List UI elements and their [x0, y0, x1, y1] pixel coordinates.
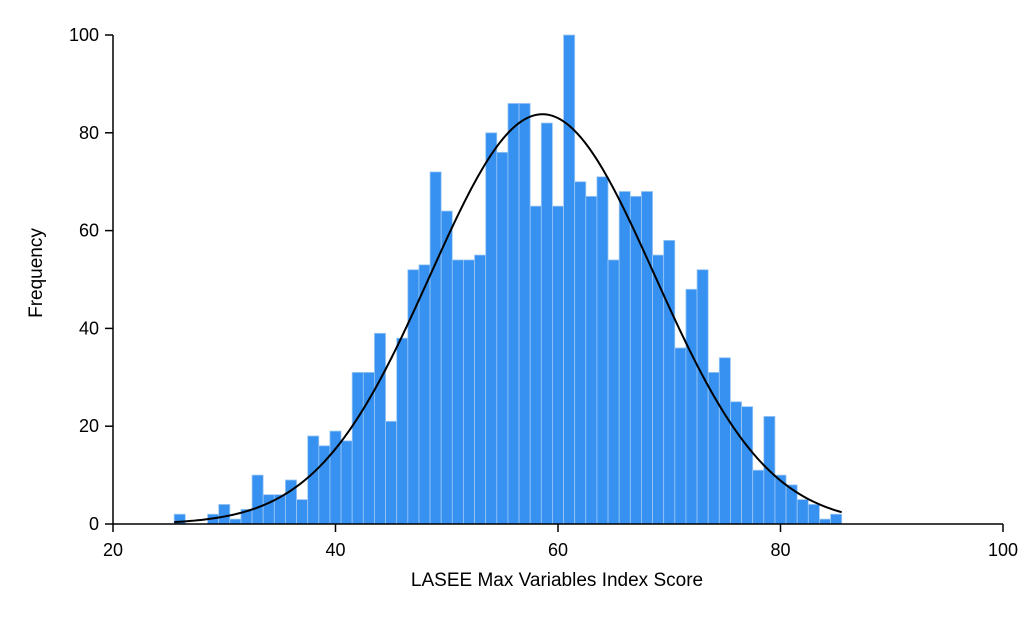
y-ticks: 0 20 40 60 80 100 — [69, 25, 113, 534]
histogram-bar — [618, 191, 631, 525]
histogram-bar — [451, 259, 464, 525]
histogram-bar — [251, 474, 264, 525]
histogram-bar — [440, 210, 453, 525]
histogram-bar — [529, 205, 542, 525]
histogram-bar — [807, 504, 820, 525]
histogram-bar — [663, 239, 676, 525]
histogram-bar — [830, 513, 843, 525]
histogram-bar — [396, 337, 409, 525]
normal-curve — [174, 113, 842, 524]
histogram-bar — [741, 406, 754, 525]
histogram-bar — [374, 332, 386, 525]
histogram-bar — [262, 494, 275, 525]
histogram-bar — [362, 372, 375, 525]
bars-group — [173, 34, 843, 525]
histogram-bar — [685, 288, 698, 525]
x-tick-label: 40 — [325, 540, 345, 560]
histogram-bar — [718, 357, 731, 525]
histogram-bar — [552, 205, 564, 525]
histogram-bar — [418, 264, 431, 525]
histogram-bar — [596, 176, 609, 525]
histogram-bar — [218, 504, 231, 525]
x-tick-label: 20 — [103, 540, 123, 560]
histogram-bar — [485, 132, 498, 525]
y-tick-label: 40 — [79, 318, 99, 338]
x-axis-title: LASEE Max Variables Index Score — [411, 570, 703, 591]
histogram-bar — [307, 435, 320, 525]
histogram-bar — [496, 151, 509, 525]
histogram-bar — [429, 171, 442, 525]
histogram-bar — [540, 122, 553, 525]
x-tick-label: 80 — [770, 540, 790, 560]
x-ticks: 20 40 60 80 100 — [103, 524, 1018, 560]
histogram-bar — [696, 269, 709, 525]
histogram-bar — [674, 347, 687, 525]
y-tick-label: 80 — [79, 123, 99, 143]
histogram-bar — [752, 469, 765, 525]
x-tick-label: 60 — [548, 540, 568, 560]
y-tick-label: 60 — [79, 221, 99, 241]
histogram-bar — [340, 440, 353, 525]
histogram-bar — [629, 195, 642, 525]
x-tick-label: 100 — [988, 540, 1018, 560]
histogram-bar — [474, 254, 487, 525]
y-tick-label: 100 — [69, 25, 99, 45]
histogram-bar — [563, 34, 576, 525]
histogram-bar — [607, 259, 620, 525]
histogram-bar — [574, 181, 587, 525]
histogram-bar — [652, 254, 665, 525]
histogram-bar — [385, 420, 398, 525]
y-tick-label: 0 — [89, 514, 99, 534]
histogram-bar — [730, 401, 742, 525]
y-axis-title: Frequency — [26, 228, 47, 318]
histogram-bar — [463, 259, 475, 525]
histogram-bar — [641, 191, 653, 525]
histogram-bar — [296, 499, 309, 525]
histogram-bar — [507, 103, 520, 525]
histogram-bar — [585, 195, 598, 525]
histogram-bar — [351, 372, 364, 525]
histogram-bar — [796, 499, 809, 525]
y-tick-label: 20 — [79, 416, 99, 436]
histogram-bar — [518, 103, 531, 525]
histogram-bar — [407, 269, 420, 525]
